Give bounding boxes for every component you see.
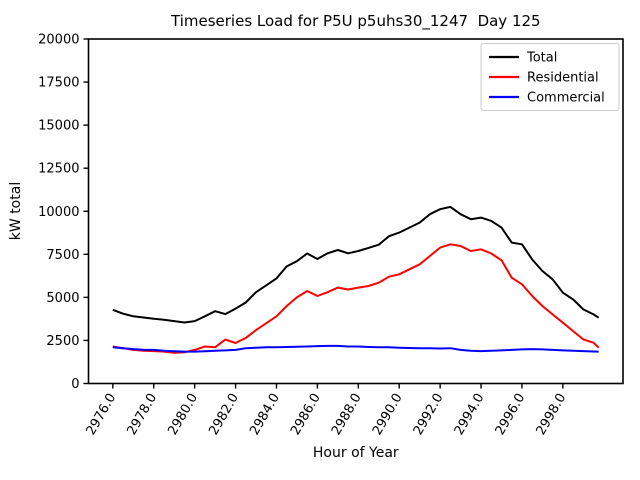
- legend-label-commercial: Commercial: [527, 91, 605, 106]
- y-tick-label: 0: [71, 377, 79, 392]
- x-tick-label: 2990.0: [370, 391, 406, 438]
- x-tick-label: 2994.0: [452, 391, 488, 438]
- commercial-line: [112, 344, 599, 353]
- y-tick-label: 5000: [46, 291, 79, 306]
- y-axis-label: kW total: [8, 182, 24, 240]
- y-tick-label: 10000: [38, 205, 79, 220]
- plot-border: [87, 38, 624, 385]
- x-tick-label: 2978.0: [124, 391, 160, 438]
- x-tick-label: 2992.0: [411, 391, 447, 438]
- legend-label-total: Total: [526, 51, 557, 66]
- x-axis-ticks: 2976.0 2978.0 2980.0 2982.0 2984.0 2986.0 2988…: [84, 383, 570, 438]
- x-tick-label: 2998.0: [534, 391, 570, 438]
- y-tick-label: 15000: [38, 119, 79, 134]
- x-tick-label: 2986.0: [288, 391, 324, 438]
- y-axis-ticks: 0 2500 5000 7500 10000 12500 15000 17500 20000: [38, 33, 89, 392]
- total-line: [112, 205, 600, 324]
- y-tick-label: 20000: [38, 33, 79, 48]
- x-tick-label: 2988.0: [329, 391, 365, 438]
- y-tick-label: 12500: [38, 162, 79, 177]
- x-axis-label: Hour of Year: [313, 445, 399, 461]
- plot-lines: [112, 205, 600, 354]
- residential-line: [112, 243, 600, 354]
- y-tick-label: 7500: [46, 248, 79, 263]
- x-tick-label: 2996.0: [493, 391, 529, 438]
- y-tick-label: 2500: [46, 334, 79, 349]
- legend-box: [480, 43, 620, 111]
- x-tick-label: 2980.0: [165, 391, 201, 438]
- x-tick-label: 2982.0: [206, 391, 242, 438]
- legend-label-residential: Residential: [527, 71, 599, 86]
- x-tick-label: 2984.0: [247, 391, 283, 438]
- legend: Total Residential Commercial: [480, 43, 620, 111]
- chart-title: Timeseries Load for P5U p5uhs30_1247 Day…: [170, 12, 541, 31]
- x-tick-label: 2976.0: [84, 391, 120, 438]
- y-tick-label: 17500: [38, 76, 79, 91]
